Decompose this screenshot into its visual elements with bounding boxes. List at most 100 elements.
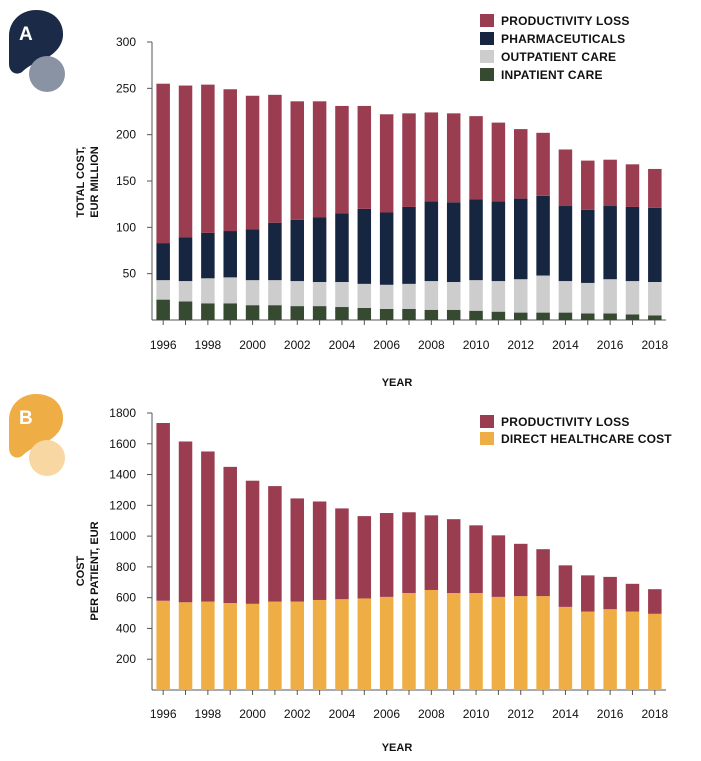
panel-a-x-tick-label: 2010 [463, 338, 490, 352]
panel-a-bar-productivity-loss-2006: PRODUCTIVITY LOSS 2006: 106 [379, 114, 394, 213]
panel-b-x-tick-label: 2000 [239, 707, 266, 721]
panel-a-bar-inpatient-care-2018: INPATIENT CARE 2018: 5 [648, 315, 662, 320]
panel-b-bar-productivity-loss-2007: PRODUCTIVITY LOSS 2007: 525 [402, 512, 416, 594]
panel-a-bar-pharmaceuticals-1996: PHARMACEUTICALS 1996: 40 [156, 243, 170, 281]
panel-a-bar-pharmaceuticals-2017: PHARMACEUTICALS 2017: 80 [625, 206, 640, 282]
panel-a-y-tick-label: 250 [116, 81, 136, 95]
panel-a-bar-inpatient-care-1996: INPATIENT CARE 1996: 22 [156, 299, 170, 320]
panel-b-bar-direct-healthcare-cost-1997: DIRECT HEALTHCARE COST 1997: 570 [178, 602, 193, 690]
panel-b-bar-productivity-loss-2018: PRODUCTIVITY LOSS 2018: 160 [648, 589, 662, 614]
panel-b-bar-productivity-loss-2013: PRODUCTIVITY LOSS 2013: 305 [536, 549, 550, 597]
panel-a-y-axis-title: TOTAL COST, EUR MILLION [75, 146, 101, 218]
panel-a-x-tick-label: 2018 [641, 338, 668, 352]
panel-a-bar-inpatient-care-2006: INPATIENT CARE 2006: 12 [379, 308, 394, 320]
panel-b-bar-direct-healthcare-cost-2016: DIRECT HEALTHCARE COST 2016: 525 [603, 609, 617, 690]
panel-a-x-tick-label: 2002 [284, 338, 311, 352]
panel-a-bar-productivity-loss-2002: PRODUCTIVITY LOSS 2002: 128 [290, 101, 305, 220]
panel-a-bar-pharmaceuticals-2015: PHARMACEUTICALS 2015: 79 [581, 209, 595, 283]
panel-a-bar-inpatient-care-2004: INPATIENT CARE 2004: 14 [335, 307, 349, 320]
panel-a-legend-swatch-productivity-loss [480, 14, 494, 27]
panel-b-y-tick-label: 600 [116, 591, 136, 605]
panel-a-legend-swatch-inpatient-care [480, 68, 494, 81]
panel-b-bar-productivity-loss-2002: PRODUCTIVITY LOSS 2002: 670 [290, 498, 305, 602]
panel-a-bar-inpatient-care-2005: INPATIENT CARE 2005: 13 [357, 307, 372, 320]
panel-b-bar-direct-healthcare-cost-2008: DIRECT HEALTHCARE COST 2008: 650 [424, 589, 439, 690]
panel-b-legend-label-productivity-loss: PRODUCTIVITY LOSS [501, 415, 630, 429]
panel-a-bar-inpatient-care-2010: INPATIENT CARE 2010: 10 [469, 310, 483, 320]
panel-a-bar-productivity-loss-2018: PRODUCTIVITY LOSS 2018: 42 [648, 168, 662, 208]
panel-a-bar-pharmaceuticals-2002: PHARMACEUTICALS 2002: 66 [290, 219, 305, 282]
panel-a-bar-outpatient-care-2000: OUTPATIENT CARE 2000: 27 [245, 280, 260, 306]
panel-a-bar-outpatient-care-2006: OUTPATIENT CARE 2006: 26 [379, 284, 394, 309]
panel-b-y-tick-label: 1000 [109, 529, 136, 543]
panel-b-bar-productivity-loss-1998: PRODUCTIVITY LOSS 1998: 975 [201, 451, 215, 602]
panel-b-bar-productivity-loss-2012: PRODUCTIVITY LOSS 2012: 340 [513, 543, 528, 597]
panel-a-bar-outpatient-care-2008: OUTPATIENT CARE 2008: 31 [424, 281, 439, 310]
panel-a-x-tick-label: 2000 [239, 338, 266, 352]
panel-a-bar-productivity-loss-2016: PRODUCTIVITY LOSS 2016: 50 [603, 159, 617, 207]
panel-b-bar-direct-healthcare-cost-2011: DIRECT HEALTHCARE COST 2011: 605 [491, 596, 506, 690]
panel-a-bar-pharmaceuticals-1998: PHARMACEUTICALS 1998: 49 [201, 232, 215, 279]
panel-b-badge-letter: B [19, 408, 33, 429]
panel-a-bar-productivity-loss-2004: PRODUCTIVITY LOSS 2004: 116 [335, 105, 349, 214]
panel-a-bar-productivity-loss-1999: PRODUCTIVITY LOSS 1999: 153 [223, 89, 237, 232]
panel-b-bar-productivity-loss-2003: PRODUCTIVITY LOSS 2003: 640 [312, 501, 327, 600]
panel-b-bar-productivity-loss-2006: PRODUCTIVITY LOSS 2006: 545 [379, 513, 394, 597]
panel-b-bar-productivity-loss-2008: PRODUCTIVITY LOSS 2008: 485 [424, 515, 439, 590]
panel-b-y-tick-label: 200 [116, 652, 136, 666]
panel-a-bar-inpatient-care-2000: INPATIENT CARE 2000: 16 [245, 305, 260, 320]
panel-b-x-tick-label: 1998 [195, 707, 222, 721]
panel-a-x-tick-label: 2014 [552, 338, 579, 352]
panel-b-bar-direct-healthcare-cost-2007: DIRECT HEALTHCARE COST 2007: 630 [402, 593, 416, 690]
panel-a-bar-pharmaceuticals-2010: PHARMACEUTICALS 2010: 87 [469, 199, 483, 281]
panel-a-bar-productivity-loss-2008: PRODUCTIVITY LOSS 2008: 96 [424, 112, 439, 202]
panel-a-bar-productivity-loss-2017: PRODUCTIVITY LOSS 2017: 46 [625, 164, 640, 207]
panel-b: B DIRECT HEALTHCARE COST 1996: 580PRODUC… [9, 394, 672, 754]
panel-a-bar-outpatient-care-2013: OUTPATIENT CARE 2013: 40 [536, 275, 550, 313]
panel-b-x-tick-label: 2016 [597, 707, 624, 721]
panel-b-x-tick-label: 2006 [373, 707, 400, 721]
panel-a-y-tick-label: 150 [116, 174, 136, 188]
panel-b-ylabel-line-2: PER PATIENT, EUR [89, 521, 101, 620]
panel-b-ticks: 200 400 600 800 1000 1200 1400 1600 1800 1996 1998… [109, 406, 668, 721]
panel-a-bar-pharmaceuticals-2000: PHARMACEUTICALS 2000: 55 [245, 229, 260, 281]
panel-b-bar-direct-healthcare-cost-2017: DIRECT HEALTHCARE COST 2017: 510 [625, 611, 640, 690]
panel-a-bar-inpatient-care-2012: INPATIENT CARE 2012: 8 [513, 312, 528, 320]
panel-a-bar-productivity-loss-2003: PRODUCTIVITY LOSS 2003: 125 [312, 101, 327, 218]
panel-b-bar-productivity-loss-1999: PRODUCTIVITY LOSS 1999: 885 [223, 466, 237, 604]
panel-b-bar-direct-healthcare-cost-1998: DIRECT HEALTHCARE COST 1998: 575 [201, 601, 215, 690]
panel-a-bar-pharmaceuticals-2011: PHARMACEUTICALS 2011: 86 [491, 201, 506, 282]
panel-a-x-tick-label: 2006 [373, 338, 400, 352]
panel-b-x-tick-label: 2004 [329, 707, 356, 721]
panel-a-bar-outpatient-care-2014: OUTPATIENT CARE 2014: 34 [558, 281, 573, 313]
panel-a-bar-productivity-loss-2005: PRODUCTIVITY LOSS 2005: 111 [357, 105, 372, 209]
panel-b-y-tick-label: 1800 [109, 406, 136, 420]
panel-a-bar-pharmaceuticals-1997: PHARMACEUTICALS 1997: 47 [178, 237, 193, 282]
panel-b-x-tick-label: 2012 [507, 707, 534, 721]
panel-a-bar-pharmaceuticals-2013: PHARMACEUTICALS 2013: 86 [536, 195, 550, 276]
panel-b-y-axis-title: COST PER PATIENT, EUR [75, 521, 101, 620]
panel-a-x-tick-label: 1996 [150, 338, 177, 352]
panel-a-bar-pharmaceuticals-1999: PHARMACEUTICALS 1999: 50 [223, 231, 237, 278]
panel-b-x-tick-label: 2018 [641, 707, 668, 721]
panel-a-bar-pharmaceuticals-2018: PHARMACEUTICALS 2018: 80 [648, 207, 662, 282]
panel-b-y-tick-label: 800 [116, 560, 136, 574]
panel-b-x-tick-label: 2010 [463, 707, 490, 721]
panel-a-bar-outpatient-care-2017: OUTPATIENT CARE 2017: 36 [625, 281, 640, 315]
panel-a-bar-outpatient-care-2012: OUTPATIENT CARE 2012: 36 [513, 279, 528, 313]
panel-b-bar-direct-healthcare-cost-2002: DIRECT HEALTHCARE COST 2002: 575 [290, 601, 305, 690]
panel-b-bar-direct-healthcare-cost-2018: DIRECT HEALTHCARE COST 2018: 495 [648, 613, 662, 690]
panel-a-x-tick-label: 2012 [507, 338, 534, 352]
panel-a-badge-shape [9, 10, 64, 74]
panel-a-y-tick-label: 300 [116, 35, 136, 49]
panel-a-x-tick-label: 2008 [418, 338, 445, 352]
panel-b-badge-shape [9, 394, 64, 458]
panel-a-bar-outpatient-care-2018: OUTPATIENT CARE 2018: 36 [648, 282, 662, 316]
panel-a-legend-swatch-outpatient-care [480, 50, 494, 63]
panel-b-x-tick-label: 1996 [150, 707, 177, 721]
panel-b-bar-productivity-loss-2010: PRODUCTIVITY LOSS 2010: 440 [469, 525, 483, 594]
panel-a-bar-outpatient-care-1998: OUTPATIENT CARE 1998: 27 [201, 278, 215, 304]
panel-b-bar-productivity-loss-1996: PRODUCTIVITY LOSS 1996: 1155 [156, 423, 170, 601]
